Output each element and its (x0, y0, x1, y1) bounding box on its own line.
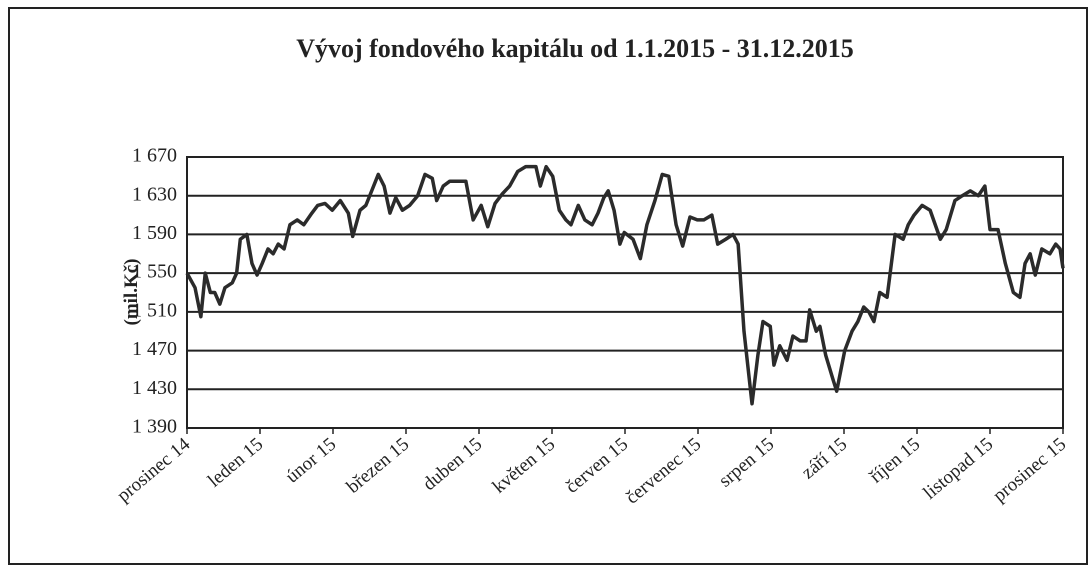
y-tick-label: 1 590 (132, 222, 177, 244)
x-tick-label: červen 15 (562, 434, 632, 498)
y-tick-label: 1 550 (132, 261, 177, 283)
y-tick-label: 1 430 (132, 377, 177, 399)
x-tick-label: únor 15 (282, 434, 340, 488)
x-tick-label: březen 15 (343, 434, 413, 498)
y-tick-label: 1 510 (132, 299, 177, 321)
x-tick-label: říjen 15 (866, 434, 924, 488)
y-tick-label: 1 670 (132, 145, 177, 167)
y-tick-label: 1 630 (132, 183, 177, 205)
y-tick-label: 1 470 (132, 338, 177, 360)
y-tick-label: 1 390 (132, 416, 177, 438)
chart-title: Vývoj fondového kapitálu od 1.1.2015 - 3… (296, 34, 854, 63)
x-tick-label: duben 15 (419, 434, 486, 495)
x-tick-label: listopad 15 (919, 434, 997, 504)
data-line (185, 164, 1065, 406)
x-tick-label: srpen 15 (715, 434, 778, 492)
frame (8, 7, 1088, 565)
y-axis-label: (mil.Kč) (121, 258, 142, 325)
x-tick-label: červenec 15 (622, 434, 705, 509)
x-tick-label: leden 15 (204, 434, 267, 492)
plot-area (186, 156, 1064, 429)
x-tick-label: prosinec 15 (989, 434, 1070, 507)
x-tick-label: prosinec 14 (113, 433, 194, 506)
x-tick-label: září 15 (798, 434, 852, 484)
x-tick-label: květen 15 (489, 434, 559, 498)
